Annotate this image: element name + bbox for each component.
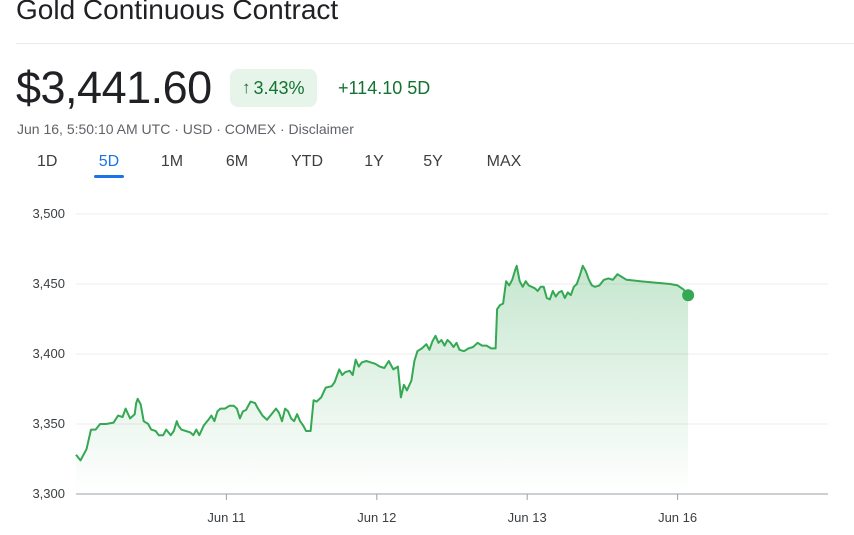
tab-ytd[interactable]: YTD xyxy=(291,153,323,170)
tab-1d[interactable]: 1D xyxy=(37,153,58,170)
page-title: Gold Continuous Contract xyxy=(16,0,339,25)
y-tick-label: 3,350 xyxy=(32,416,65,431)
tab-5y[interactable]: 5Y xyxy=(423,153,443,170)
y-tick-label: 3,400 xyxy=(32,346,65,361)
current-price: $3,441.60 xyxy=(16,62,212,113)
y-tick-label: 3,500 xyxy=(32,206,65,221)
change-points: +114.10 5D xyxy=(338,78,431,98)
x-tick-label: Jun 12 xyxy=(357,510,396,525)
x-tick-label: Jun 13 xyxy=(508,510,547,525)
change-percent-badge: ↑ 3.43% xyxy=(230,69,317,107)
header-divider xyxy=(16,43,854,44)
change-percent: 3.43% xyxy=(253,77,305,98)
x-axis: Jun 11 Jun 12 Jun 13 Jun 16 xyxy=(207,494,697,525)
x-tick-label: Jun 11 xyxy=(207,510,245,525)
y-tick-label: 3,450 xyxy=(32,276,65,291)
x-tick-label: Jun 16 xyxy=(658,510,697,525)
last-price-dot xyxy=(682,289,695,302)
tab-6m[interactable]: 6M xyxy=(225,153,249,170)
price-area xyxy=(76,265,689,494)
tab-1y[interactable]: 1Y xyxy=(364,153,384,170)
tab-max[interactable]: MAX xyxy=(486,153,522,170)
price-meta: Jun 16, 5:50:10 AM UTC · USD · COMEX · D… xyxy=(17,121,354,137)
tab-1m[interactable]: 1M xyxy=(160,153,184,170)
arrow-up-icon: ↑ xyxy=(242,78,251,97)
y-tick-label: 3,300 xyxy=(32,486,65,501)
y-axis: 3,300 3,350 3,400 3,450 3,500 xyxy=(32,206,65,501)
price-line xyxy=(75,264,689,462)
chart-grid xyxy=(76,213,828,425)
tab-5d[interactable]: 5D xyxy=(94,152,124,178)
